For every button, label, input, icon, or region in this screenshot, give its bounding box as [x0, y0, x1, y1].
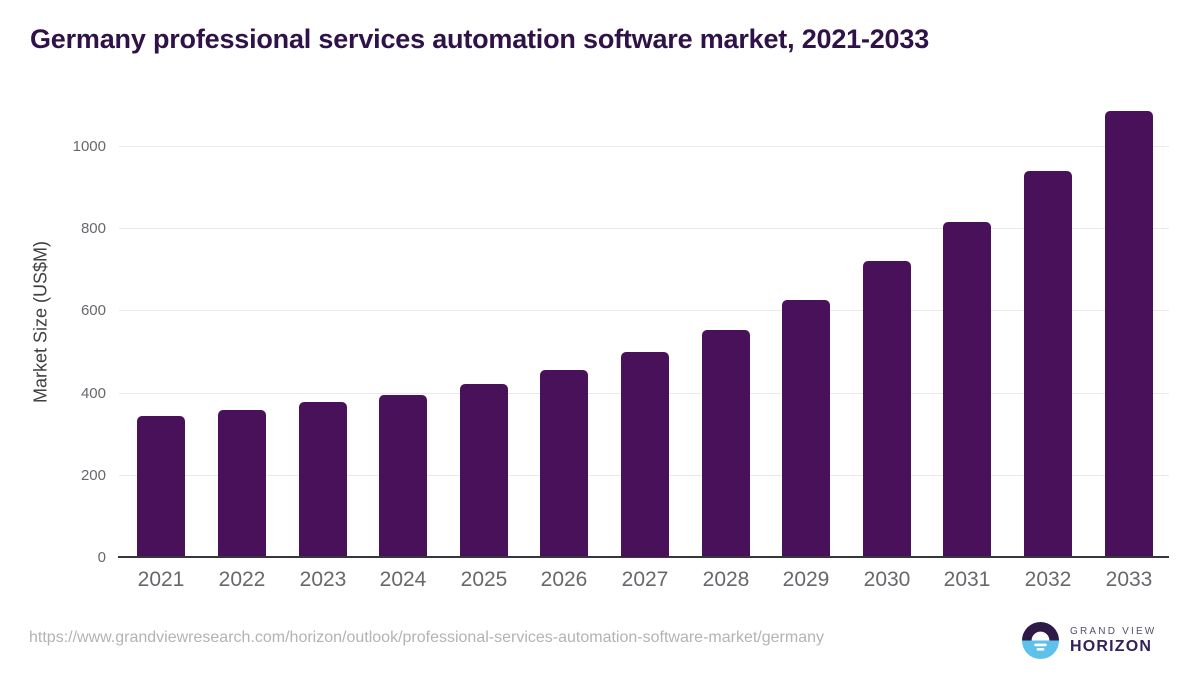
gridline	[119, 146, 1169, 147]
gridline	[119, 228, 1169, 229]
logo-wordmark: GRAND VIEW HORIZON	[1070, 626, 1156, 656]
bar-2023	[299, 402, 347, 556]
x-tick-label: 2028	[702, 568, 750, 591]
grand-view-horizon-logo: GRAND VIEW HORIZON	[1022, 622, 1156, 659]
logo-brand-bottom: HORIZON	[1070, 637, 1153, 655]
bar-2029	[782, 300, 830, 556]
x-tick-label: 2027	[621, 568, 669, 591]
x-tick-label: 2022	[218, 568, 266, 591]
bar-2032	[1024, 171, 1072, 556]
x-tick-label: 2021	[137, 568, 185, 591]
bar-2030	[863, 261, 911, 556]
page-title: Germany professional services automation…	[30, 24, 930, 54]
x-axis-line	[118, 556, 1169, 558]
x-tick-label: 2026	[540, 568, 588, 591]
y-tick-label: 200	[80, 467, 106, 484]
y-tick-label: 400	[80, 385, 106, 402]
bar-2022	[218, 410, 266, 556]
bar-2028	[702, 330, 750, 556]
bar-2025	[460, 384, 508, 556]
y-tick-label: 1000	[72, 138, 106, 155]
gridline	[119, 310, 1169, 311]
x-tick-label: 2023	[299, 568, 347, 591]
y-tick-label: 800	[80, 220, 106, 237]
x-tick-label: 2033	[1105, 568, 1153, 591]
bar-2031	[943, 222, 991, 556]
bar-2026	[540, 370, 588, 556]
y-tick-label: 600	[80, 302, 106, 319]
source-url: https://www.grandviewresearch.com/horizo…	[29, 629, 824, 646]
bar-2027	[621, 352, 669, 557]
grandview-horizon-sun-icon	[1022, 622, 1059, 659]
y-tick-label: 0	[97, 549, 106, 566]
bar-2021	[137, 416, 185, 556]
x-tick-label: 2032	[1024, 568, 1072, 591]
x-tick-label: 2029	[782, 568, 830, 591]
x-tick-label: 2025	[460, 568, 508, 591]
x-tick-label: 2030	[863, 568, 911, 591]
y-axis-title: Market Size (US$M)	[30, 240, 51, 404]
logo-brand-top: GRAND VIEW	[1070, 625, 1157, 637]
x-tick-label: 2031	[943, 568, 991, 591]
bar-2024	[379, 395, 427, 556]
x-tick-label: 2024	[379, 568, 427, 591]
bar-2033	[1105, 111, 1153, 556]
